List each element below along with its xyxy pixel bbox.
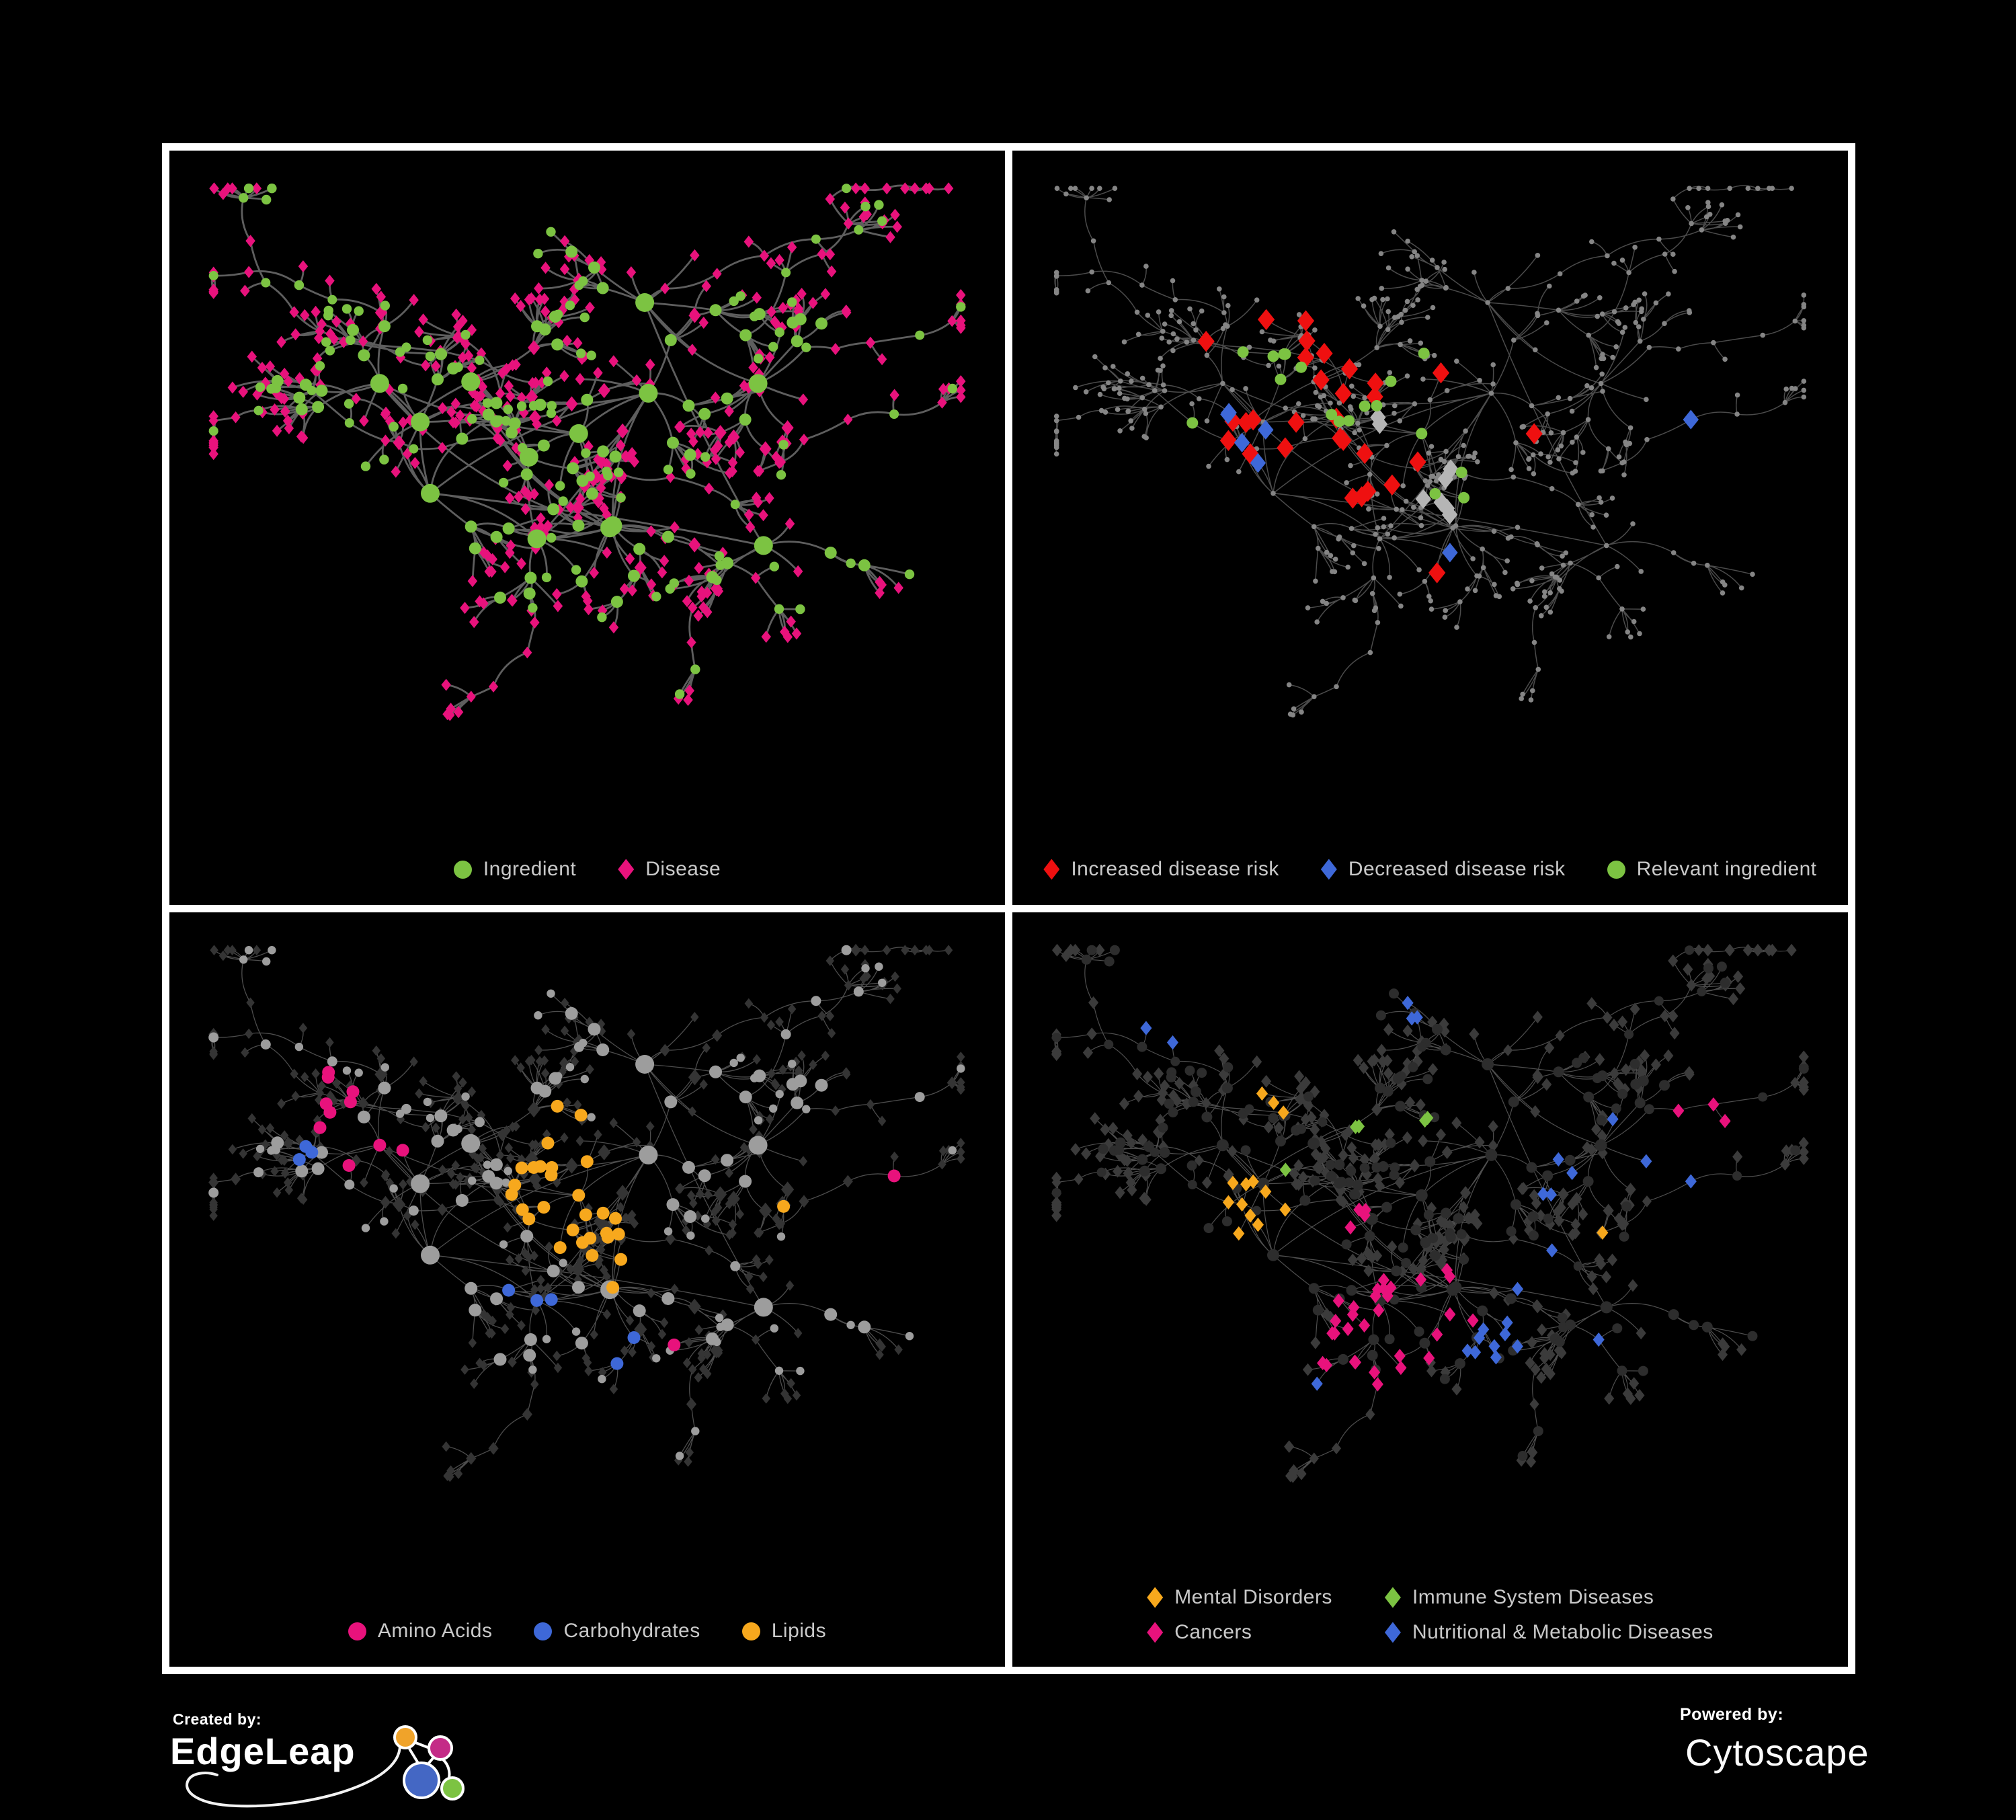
legend-item: Immune System Diseases — [1384, 1586, 1713, 1609]
network-graph-ingredient-disease — [208, 182, 966, 721]
legend-marker-circle-icon — [1607, 860, 1625, 879]
legend-item: Carbohydrates — [534, 1620, 700, 1643]
network-graph-disease-categories — [1051, 943, 1809, 1483]
network-graph-disease-risk — [1053, 185, 1807, 718]
legend-disease-risk: Increased disease risk Decreased disease … — [1012, 858, 1848, 881]
legend-item: Disease — [618, 858, 721, 881]
legend-label: Mental Disorders — [1174, 1586, 1332, 1608]
legend-disease-categories: Mental Disorders Cancers Immune System Dis… — [1012, 1586, 1848, 1644]
legend-item: Lipids — [741, 1620, 827, 1643]
legend-marker-diamond-icon — [1147, 1622, 1164, 1643]
cytoscape-brand: Cytoscape — [1685, 1731, 1869, 1774]
network-graph-nutrient-classes — [208, 943, 965, 1482]
legend-marker-diamond-icon — [1147, 1587, 1164, 1608]
created-by-label: Created by: — [173, 1710, 262, 1728]
legend-item: Decreased disease risk — [1320, 858, 1566, 881]
legend-label: Amino Acids — [377, 1620, 493, 1642]
legend-item: Ingredient — [453, 858, 577, 881]
legend-nutrient-classes: Amino Acids Carbohydrates Lipids — [169, 1620, 1005, 1643]
legend-label: Relevant ingredient — [1636, 858, 1817, 880]
cytoscape-logo: Powered by: Cytoscape — [1679, 1705, 1869, 1777]
panel-ingredient-disease: Ingredient Disease — [169, 151, 1005, 905]
panels-grid: Ingredient Disease Increased disease risk… — [162, 143, 1855, 1674]
legend-label: Decreased disease risk — [1348, 858, 1566, 880]
legend-item: Increased disease risk — [1043, 858, 1279, 881]
edgeleap-swoosh — [186, 1744, 401, 1808]
legend-item: Cancers — [1147, 1621, 1332, 1644]
legend-label: Immune System Diseases — [1412, 1586, 1654, 1608]
legend-marker-diamond-icon — [1320, 859, 1337, 880]
powered-by-label: Powered by: — [1680, 1705, 1784, 1724]
legend-marker-circle-icon — [453, 860, 472, 879]
legend-marker-circle-icon — [348, 1622, 366, 1640]
legend-item: Relevant ingredient — [1607, 858, 1817, 881]
panel-nutrient-classes: Amino Acids Carbohydrates Lipids — [169, 912, 1005, 1667]
legend-ingredient-disease: Ingredient Disease — [169, 858, 1005, 881]
legend-item: Nutritional & Metabolic Diseases — [1384, 1621, 1713, 1644]
edgeleap-brand: EdgeLeap — [170, 1730, 356, 1772]
legend-marker-circle-icon — [741, 1622, 760, 1640]
legend-marker-diamond-icon — [618, 859, 635, 880]
legend-label: Nutritional & Metabolic Diseases — [1412, 1621, 1713, 1643]
legend-marker-diamond-icon — [1043, 859, 1060, 880]
panel-disease-risk: Increased disease risk Decreased disease … — [1012, 151, 1848, 905]
legend-marker-circle-icon — [534, 1622, 553, 1640]
legend-label: Lipids — [771, 1620, 827, 1642]
edgeleap-logo: Created by: EdgeLeap — [163, 1706, 486, 1819]
legend-label: Cancers — [1174, 1621, 1252, 1643]
legend-marker-diamond-icon — [1384, 1587, 1401, 1608]
legend-label: Carbohydrates — [563, 1620, 700, 1642]
legend-label: Disease — [645, 858, 721, 880]
edgeleap-network-icon — [393, 1725, 465, 1801]
legend-item: Mental Disorders — [1147, 1586, 1332, 1609]
panel-disease-categories: Mental Disorders Cancers Immune System Dis… — [1012, 912, 1848, 1667]
legend-item: Amino Acids — [348, 1620, 493, 1643]
legend-label: Increased disease risk — [1071, 858, 1279, 880]
legend-label: Ingredient — [483, 858, 577, 880]
legend-marker-diamond-icon — [1384, 1622, 1401, 1643]
